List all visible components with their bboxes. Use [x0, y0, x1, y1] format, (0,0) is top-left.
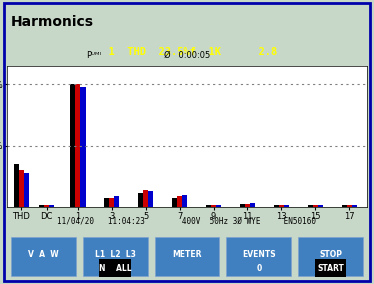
Bar: [245, 204, 250, 207]
Bar: [24, 173, 29, 207]
Bar: [284, 205, 289, 207]
Bar: [347, 205, 352, 207]
Bar: [211, 205, 216, 207]
Bar: [172, 198, 177, 207]
Bar: [75, 84, 80, 207]
Bar: [313, 205, 318, 207]
Text: V  A  W: V A W: [28, 250, 59, 259]
Bar: [341, 205, 347, 207]
Bar: [70, 84, 75, 207]
FancyBboxPatch shape: [99, 259, 131, 277]
Bar: [182, 195, 187, 207]
Bar: [39, 205, 44, 207]
Text: L1  L2  L3: L1 L2 L3: [95, 250, 136, 259]
Bar: [19, 170, 24, 207]
Bar: [104, 198, 109, 207]
Bar: [44, 205, 49, 207]
Bar: [177, 196, 182, 207]
Text: Harmonics: Harmonics: [11, 15, 94, 29]
FancyBboxPatch shape: [315, 259, 346, 277]
Text: 0: 0: [256, 264, 261, 273]
Bar: [250, 202, 255, 207]
Bar: [240, 204, 245, 207]
Bar: [148, 191, 153, 207]
Text: 1  THD  23.5%f  1K      2.8: 1 THD 23.5%f 1K 2.8: [96, 47, 278, 57]
Bar: [352, 205, 357, 207]
FancyBboxPatch shape: [83, 237, 147, 276]
Text: Ø   0:00:05: Ø 0:00:05: [164, 51, 210, 60]
Bar: [138, 193, 143, 207]
Text: START: START: [317, 264, 344, 273]
Bar: [318, 205, 323, 207]
Text: METER: METER: [172, 250, 202, 259]
Bar: [206, 205, 211, 207]
Bar: [49, 205, 54, 207]
Bar: [80, 87, 86, 207]
Bar: [114, 196, 119, 207]
FancyBboxPatch shape: [155, 237, 219, 276]
FancyBboxPatch shape: [11, 237, 76, 276]
Bar: [216, 205, 221, 207]
Bar: [109, 198, 114, 207]
Bar: [14, 164, 19, 207]
Text: N    ALL: N ALL: [99, 264, 132, 273]
Text: STOP: STOP: [319, 250, 342, 259]
Text: 11/04/20   11:04:23        400V  50Hz 3Ø WYE     EN50160: 11/04/20 11:04:23 400V 50Hz 3Ø WYE EN501…: [58, 217, 316, 225]
FancyBboxPatch shape: [227, 237, 291, 276]
FancyBboxPatch shape: [298, 237, 363, 276]
Bar: [274, 205, 279, 207]
Text: Pᵁᴹᴵ: Pᵁᴹᴵ: [86, 51, 101, 60]
Text: EVENTS: EVENTS: [242, 250, 276, 259]
Bar: [308, 205, 313, 207]
Bar: [143, 190, 148, 207]
Bar: [279, 205, 284, 207]
